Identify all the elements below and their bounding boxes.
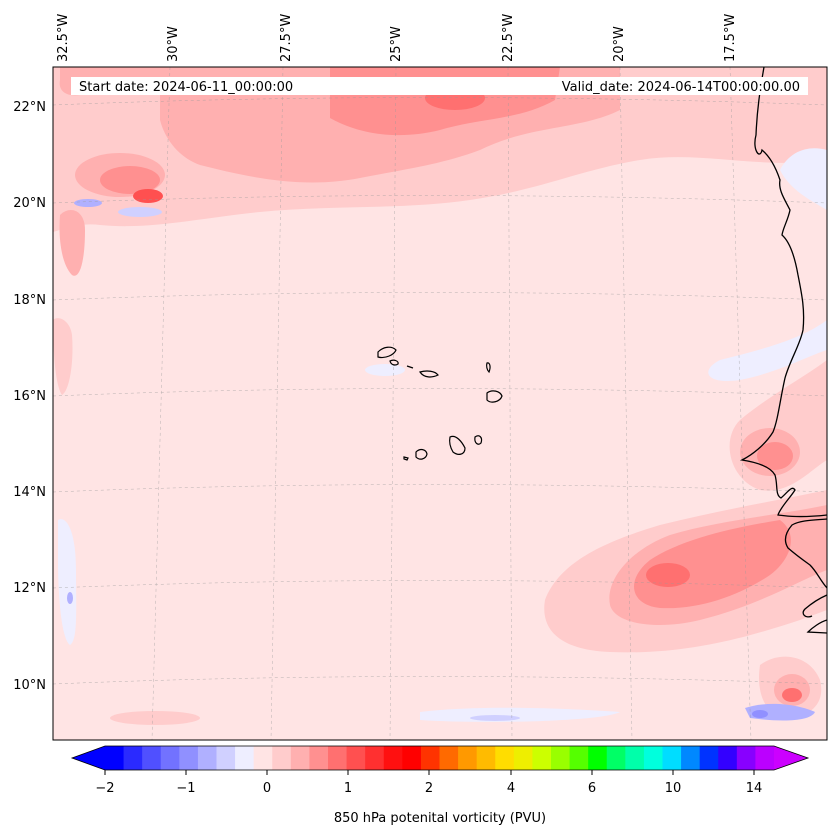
colorbar-tick-label: 4	[507, 781, 515, 796]
colorbar-cell	[606, 746, 626, 770]
colorbar-tick-label: 14	[746, 781, 763, 796]
lon-label: 25°W	[389, 26, 404, 62]
colorbar-cell	[216, 746, 236, 770]
colorbar-max-extend	[774, 746, 808, 770]
colorbar-cell	[290, 746, 311, 770]
colorbar-cell	[569, 746, 589, 770]
colorbar-cell	[439, 746, 459, 770]
graticule	[53, 67, 827, 740]
colorbar-cell	[736, 746, 757, 770]
lon-label: 30°W	[166, 26, 181, 62]
colorbar-tick-label: 6	[588, 781, 596, 796]
colorbar: −2 −1 0 1 2 4 6 10 14 850 hPa potenital …	[70, 745, 810, 826]
colorbar-cell	[402, 746, 422, 770]
colorbar-ticks	[104, 770, 755, 775]
lat-label: 22°N	[13, 100, 46, 115]
colorbar-cell	[588, 746, 608, 770]
vorticity-contours-south	[53, 707, 827, 740]
lon-label: 27.5°W	[279, 14, 294, 62]
colorbar-cell	[142, 746, 162, 770]
colorbar-cell	[272, 746, 292, 770]
colorbar-cell	[420, 746, 441, 770]
lon-label: 22.5°W	[501, 14, 516, 62]
cape-verde-islands	[377, 346, 503, 461]
colorbar-cell	[532, 746, 552, 770]
colorbar-cell	[123, 746, 143, 770]
map-panel	[53, 67, 827, 740]
colorbar-tick-label: −1	[176, 781, 195, 796]
colorbar-tick-label: 1	[344, 781, 352, 796]
colorbar-tick-label: −2	[95, 781, 114, 796]
colorbar-cell	[197, 746, 218, 770]
colorbar-cell	[235, 746, 255, 770]
longitude-labels: 32.5°W 30°W 27.5°W 25°W 22.5°W 20°W 17.5…	[56, 14, 738, 62]
colorbar-cell	[681, 746, 701, 770]
colorbar-cell	[346, 746, 366, 770]
colorbar-cell	[718, 746, 738, 770]
colorbar-cell	[328, 746, 348, 770]
colorbar-cell	[105, 746, 125, 770]
colorbar-cell	[513, 746, 534, 770]
colorbar-cell	[476, 746, 496, 770]
colorbar-label: 850 hPa potenital vorticity (PVU)	[334, 811, 546, 826]
colorbar-cell	[179, 746, 199, 770]
lat-label: 20°N	[13, 196, 46, 211]
colorbar-cell	[365, 746, 385, 770]
coastline	[739, 67, 827, 634]
colorbar-cell	[662, 746, 682, 770]
map-frame	[52, 66, 828, 741]
colorbar-cell	[643, 746, 664, 770]
lat-label: 10°N	[13, 678, 46, 693]
lat-label: 12°N	[13, 581, 46, 596]
vorticity-contours-east	[544, 148, 827, 721]
header-box	[71, 77, 808, 95]
colorbar-cell	[253, 746, 273, 770]
colorbar-cell	[309, 746, 329, 770]
valid-date-label: Valid_date: 2024-06-14T00:00:00.00	[562, 80, 800, 95]
lat-label: 18°N	[13, 293, 46, 308]
colorbar-cells	[105, 746, 775, 770]
vorticity-contours-north	[53, 67, 827, 276]
lon-label: 17.5°W	[723, 14, 738, 62]
colorbar-cell	[160, 746, 180, 770]
colorbar-tick-label: 0	[263, 781, 271, 796]
colorbar-cell	[699, 746, 719, 770]
colorbar-cell	[383, 746, 403, 770]
vorticity-contours-west	[53, 318, 77, 645]
lat-label: 16°N	[13, 389, 46, 404]
colorbar-min-extend	[72, 746, 105, 770]
lat-label: 14°N	[13, 485, 46, 500]
latitude-labels: 22°N 20°N 18°N 16°N 14°N 12°N 10°N	[13, 100, 46, 693]
colorbar-cell	[755, 746, 775, 770]
colorbar-cell	[625, 746, 645, 770]
colorbar-cell	[458, 746, 478, 770]
start-date-label: Start date: 2024-06-11_00:00:00	[79, 80, 293, 95]
colorbar-cell	[495, 746, 515, 770]
lon-label: 20°W	[612, 26, 627, 62]
lon-label: 32.5°W	[56, 14, 71, 62]
colorbar-tick-label: 10	[665, 781, 682, 796]
colorbar-tick-label: 2	[425, 781, 433, 796]
colorbar-cell	[551, 746, 571, 770]
